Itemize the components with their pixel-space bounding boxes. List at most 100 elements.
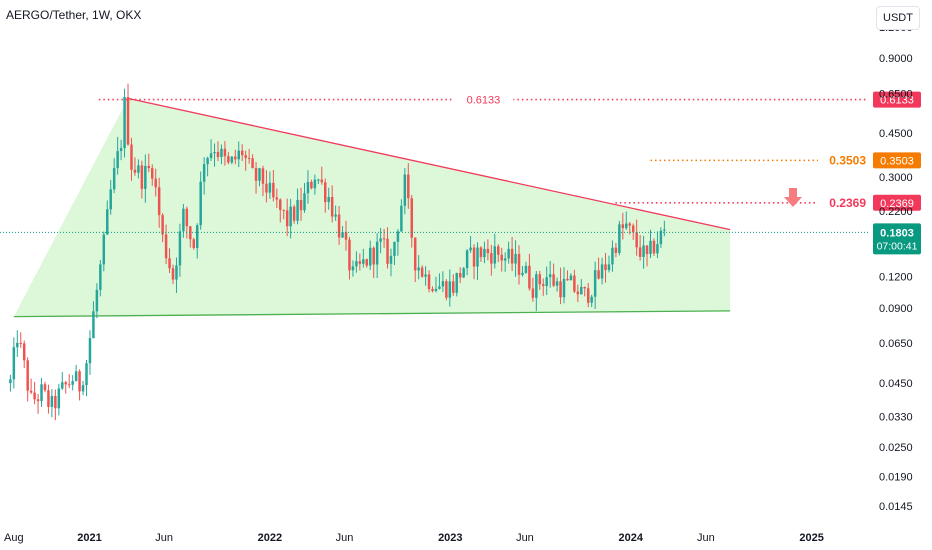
- candle-body: [469, 247, 472, 251]
- candle-body: [254, 167, 258, 181]
- candle-body: [621, 224, 625, 229]
- candle-body: [635, 232, 638, 248]
- candle-body: [541, 284, 545, 286]
- candle-body: [230, 156, 234, 163]
- candle-body: [71, 381, 74, 385]
- y-tick-label: 0.4500: [879, 128, 913, 140]
- x-tick-label: Aug: [4, 532, 24, 544]
- x-tick-label: Jun: [697, 532, 715, 544]
- candle-body: [472, 247, 476, 267]
- level-axis-badge: [873, 194, 921, 211]
- candle-body: [389, 255, 393, 264]
- candle-body: [240, 150, 244, 156]
- x-tick-label: Jun: [155, 532, 173, 544]
- candle-body: [465, 250, 469, 269]
- candle-body: [303, 193, 306, 211]
- candle-body: [548, 274, 552, 278]
- candle-body: [247, 157, 251, 159]
- price-axis[interactable]: 1.20000.90000.65000.45000.30000.22000.12…: [879, 22, 913, 513]
- candle-body: [500, 254, 503, 261]
- resistance-trendline[interactable]: [127, 97, 731, 231]
- candle-body: [310, 181, 313, 189]
- y-tick-label: 0.0650: [879, 338, 913, 350]
- horizontal-levels: 0.6133 0.6133 0.3503 0.3503 0.2369 0.2369: [98, 91, 921, 211]
- candlestick-series: [9, 83, 666, 421]
- candle-body: [327, 197, 330, 203]
- candle-body: [29, 390, 33, 393]
- candle-body: [50, 395, 54, 407]
- y-tick-label: 0.3000: [879, 172, 913, 184]
- candle-body: [379, 238, 382, 242]
- level-axis-badge-text: 0.3503: [880, 155, 914, 167]
- candle-body: [265, 183, 268, 193]
- candle-body: [40, 384, 43, 402]
- last-price-badge-bg: [873, 223, 921, 255]
- candle-body: [112, 168, 116, 190]
- last-price-value: 0.1803: [880, 227, 914, 239]
- candle-body: [92, 311, 95, 339]
- candle-body: [642, 245, 645, 257]
- candle-body: [227, 156, 230, 163]
- candle-body: [57, 388, 61, 409]
- candle-body: [659, 230, 663, 245]
- y-tick-label: 0.0190: [879, 472, 913, 484]
- candle-body: [195, 225, 199, 249]
- candle-body: [649, 240, 652, 255]
- level-axis-badge-text: 0.2369: [880, 198, 914, 210]
- candle-body: [22, 343, 26, 361]
- candle-body: [365, 259, 369, 266]
- candle-body: [334, 214, 337, 217]
- candle-body: [597, 270, 600, 279]
- candle-body: [133, 169, 137, 173]
- candle-body: [583, 286, 587, 289]
- candle-body: [119, 148, 123, 152]
- candle-body: [344, 232, 348, 240]
- candle-body: [628, 223, 631, 226]
- time-axis[interactable]: Aug 2021 Jun 2022 Jun 2023 Jun 2024 Jun 2025: [4, 532, 824, 544]
- candle-body: [36, 399, 40, 402]
- candle-body: [337, 214, 341, 238]
- candle-body: [420, 267, 424, 277]
- y-tick-label: 0.0145: [879, 501, 913, 513]
- candle-body: [237, 150, 240, 160]
- candle-body: [168, 258, 171, 269]
- candle-body: [614, 247, 618, 254]
- candle-body: [455, 272, 458, 293]
- candle-body: [123, 97, 126, 149]
- candle-body: [638, 247, 642, 257]
- candle-body: [576, 291, 580, 295]
- candle-body: [19, 342, 23, 344]
- candle-body: [590, 296, 593, 303]
- candle-body: [569, 275, 573, 281]
- y-tick-label: 0.9000: [879, 53, 913, 65]
- candle-body: [16, 342, 19, 348]
- candle-body: [483, 248, 486, 258]
- candle-body: [12, 347, 16, 380]
- candle-body: [116, 151, 119, 169]
- candle-body: [476, 247, 479, 267]
- candle-body: [403, 174, 407, 206]
- candle-body: [604, 264, 607, 271]
- candle-body: [580, 286, 583, 295]
- candle-body: [144, 165, 147, 189]
- candle-body: [618, 224, 621, 254]
- candle-body: [427, 274, 431, 290]
- candle-body: [531, 288, 535, 298]
- currency-button[interactable]: USDT: [876, 6, 920, 30]
- candle-body: [268, 182, 272, 193]
- candle-body: [341, 232, 344, 238]
- candle-body: [424, 274, 427, 277]
- x-tick-label: 2024: [618, 532, 643, 544]
- candle-body: [74, 371, 78, 382]
- candle-body: [258, 168, 261, 181]
- support-trendline[interactable]: [13, 310, 731, 318]
- candle-body: [285, 210, 289, 227]
- candle-body: [362, 259, 365, 264]
- candle-body: [535, 274, 538, 298]
- candle-body: [324, 182, 327, 203]
- candle-body: [555, 281, 559, 286]
- y-tick-label: 0.2200: [879, 206, 913, 218]
- candle-body: [545, 277, 548, 286]
